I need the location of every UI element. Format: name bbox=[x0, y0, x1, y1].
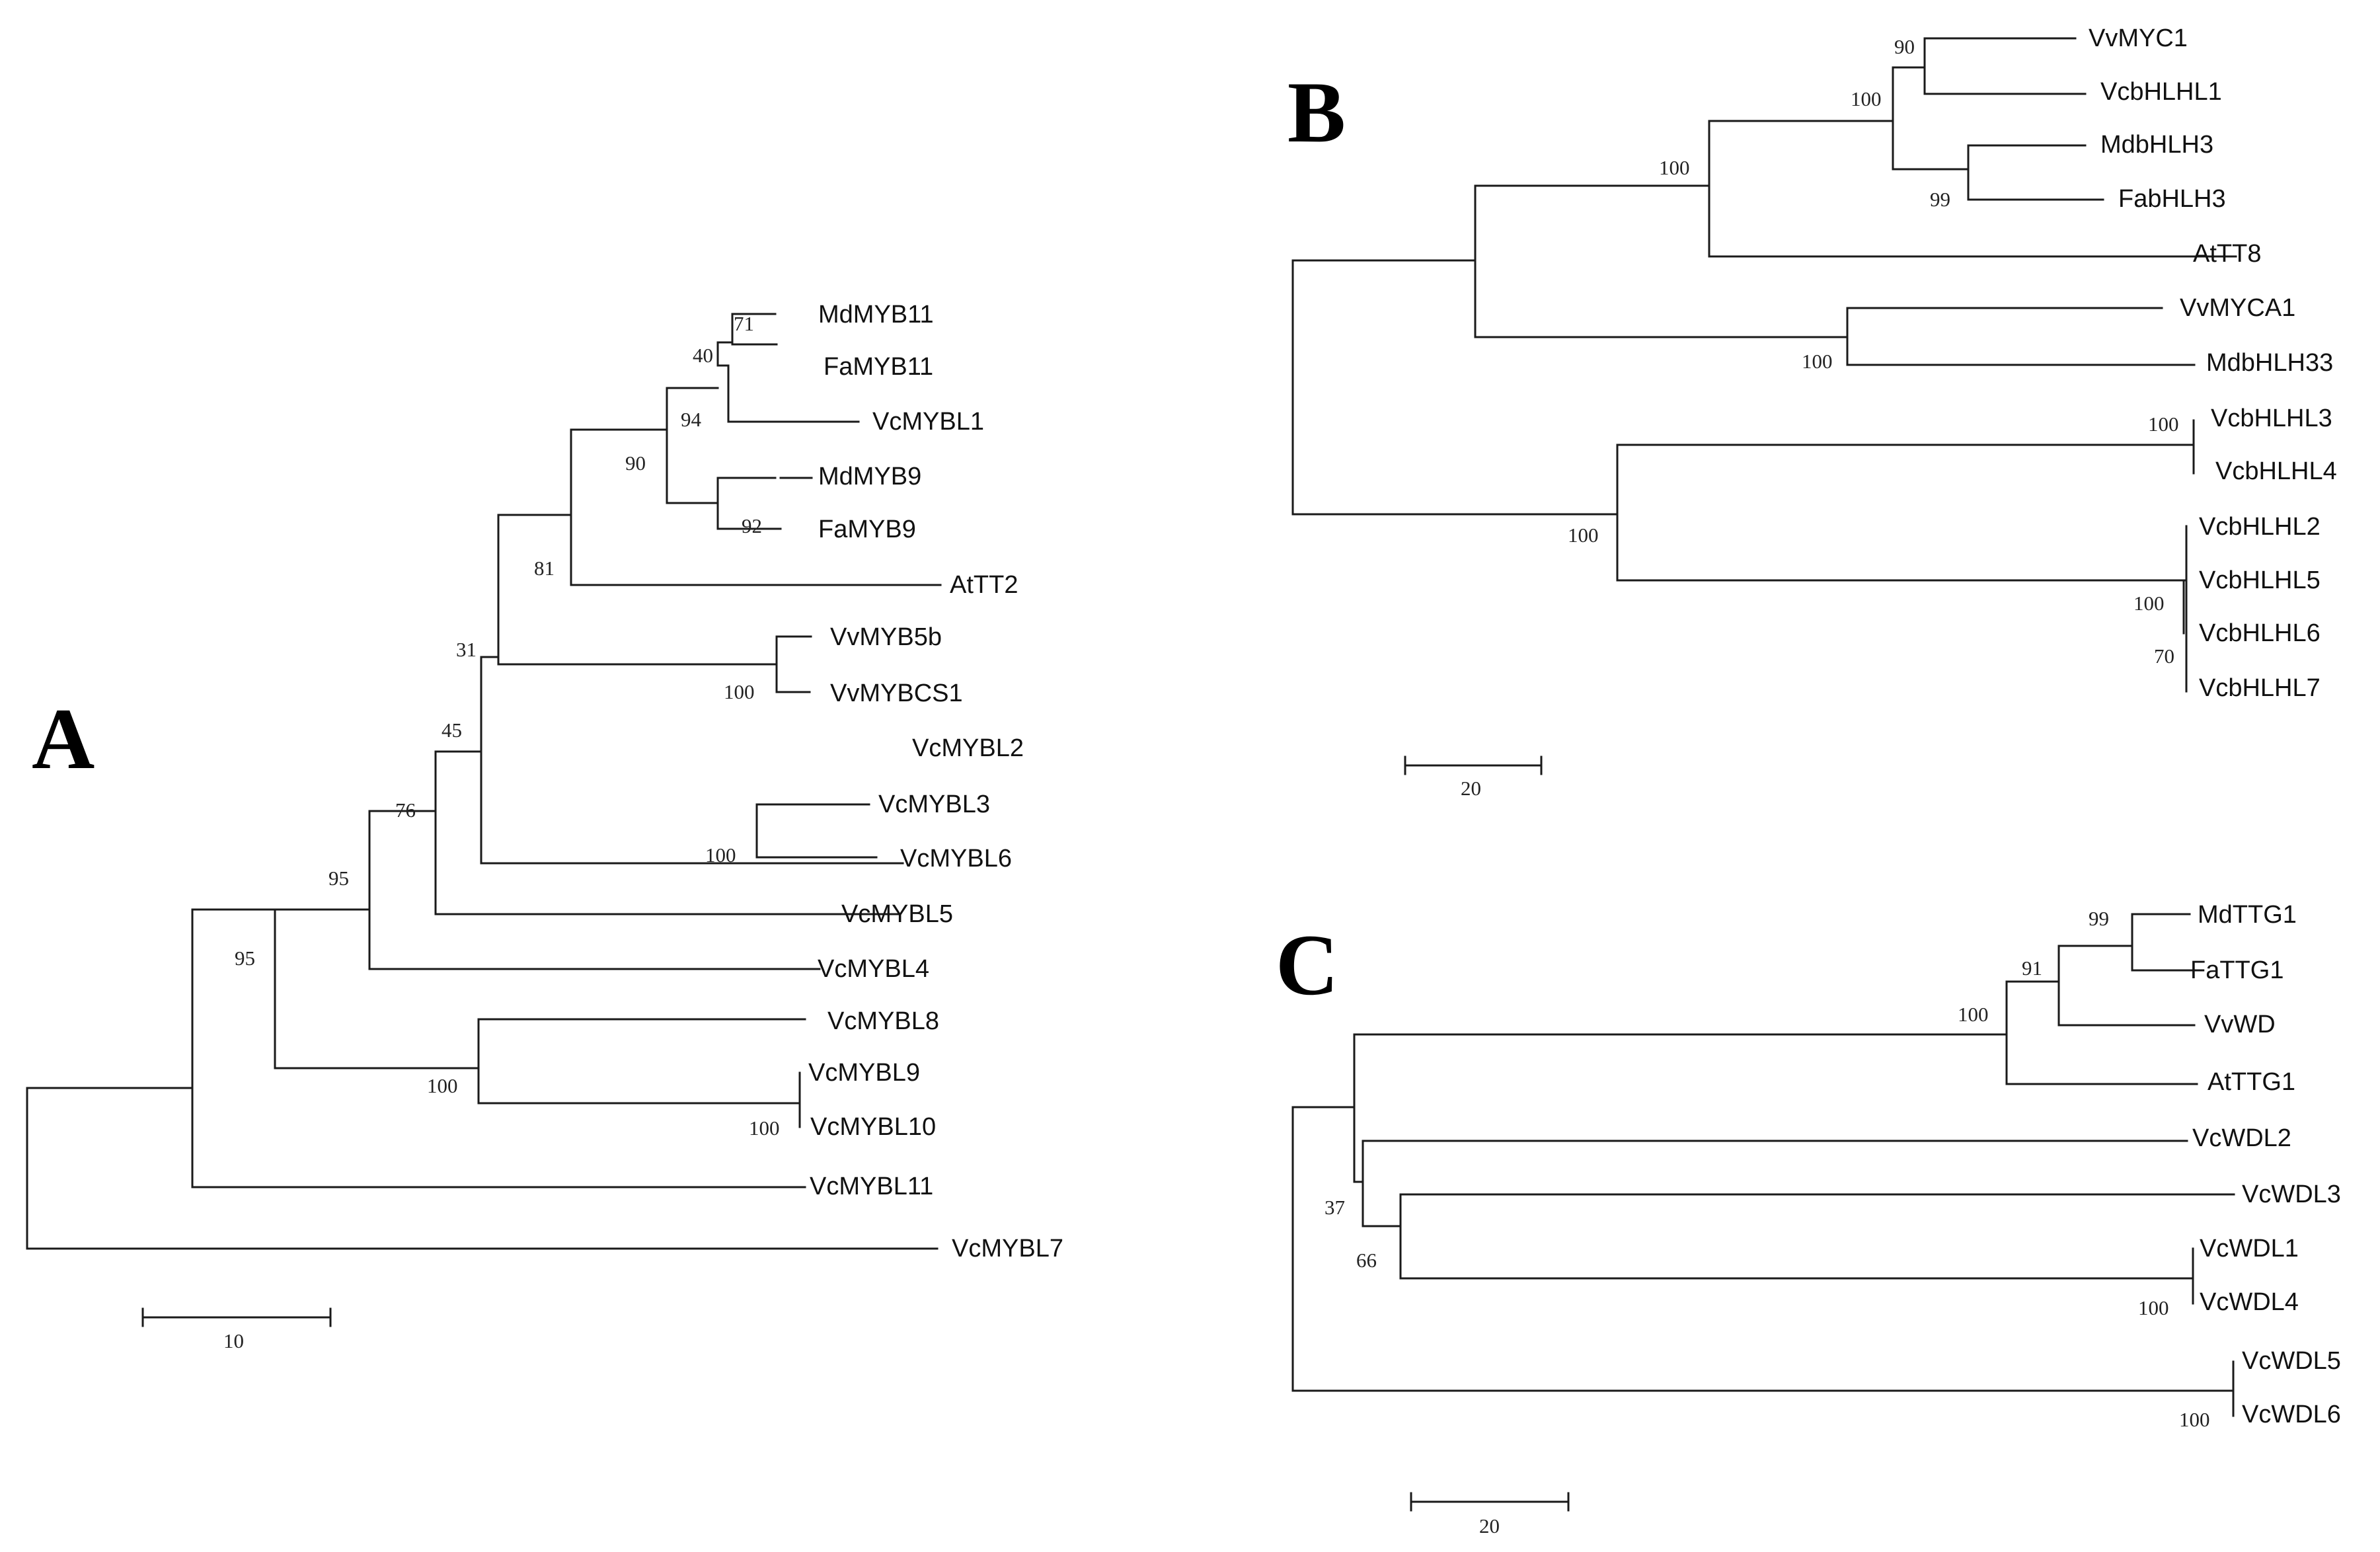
leaf-label: VcWDL1 bbox=[2200, 1235, 2299, 1262]
leaf-label: VcMYBL3 bbox=[878, 791, 990, 818]
panel-a: A bbox=[26, 301, 1063, 1352]
bootstrap-value: 95 bbox=[328, 867, 349, 890]
leaf-label: VvMYB5b bbox=[830, 623, 942, 651]
panel-b-label: B bbox=[1287, 63, 1346, 161]
leaf-label: FaMYB9 bbox=[818, 516, 916, 543]
bootstrap-value: 40 bbox=[693, 344, 713, 367]
panel-b-bootstrap-values: 90 100 99 100 100 100 100 100 70 bbox=[1568, 35, 2179, 668]
bootstrap-value: 90 bbox=[625, 451, 646, 475]
leaf-label: VcMYBL5 bbox=[841, 900, 953, 928]
leaf-label: VcbHLHL5 bbox=[2199, 566, 2321, 594]
leaf-label: VcWDL2 bbox=[2192, 1124, 2291, 1152]
leaf-label: VcMYBL2 bbox=[912, 734, 1024, 762]
leaf-label: MdTTG1 bbox=[2198, 901, 2297, 929]
bootstrap-value: 100 bbox=[724, 680, 755, 703]
leaf-label: VcMYBL10 bbox=[810, 1113, 936, 1141]
bootstrap-value: 90 bbox=[1894, 35, 1915, 58]
leaf-label: VcbHLHL6 bbox=[2199, 619, 2321, 647]
bootstrap-value: 99 bbox=[1930, 188, 1950, 211]
scale-bar-label: 10 bbox=[223, 1329, 244, 1352]
bootstrap-value: 100 bbox=[2148, 412, 2179, 436]
bootstrap-value: 76 bbox=[395, 798, 416, 822]
panel-b: B VvMYC1 VcbHLHL1 MdbHLH3 FabHLH3 AtTT8 bbox=[1287, 24, 2337, 800]
bootstrap-value: 100 bbox=[2138, 1296, 2169, 1319]
bootstrap-value: 100 bbox=[1659, 156, 1690, 179]
leaf-label: AtTT2 bbox=[950, 571, 1018, 599]
leaf-label: VcMYBL9 bbox=[808, 1059, 920, 1087]
panel-c-leaf-labels: MdTTG1 FaTTG1 VvWD AtTTG1 VcWDL2 VcWDL3 … bbox=[2190, 901, 2341, 1428]
bootstrap-value: 99 bbox=[2089, 907, 2109, 930]
leaf-label: VcWDL3 bbox=[2242, 1181, 2341, 1208]
bootstrap-value: 94 bbox=[681, 408, 702, 431]
bootstrap-value: 71 bbox=[734, 312, 754, 335]
scale-bar-label: 20 bbox=[1461, 777, 1481, 800]
leaf-label: VvWD bbox=[2204, 1011, 2276, 1038]
leaf-label: VcbHLHL2 bbox=[2199, 513, 2321, 541]
leaf-label: FabHLH3 bbox=[2118, 185, 2226, 213]
leaf-label: FaMYB11 bbox=[824, 353, 933, 381]
leaf-label: FaTTG1 bbox=[2190, 956, 2284, 984]
leaf-label: VcMYBL7 bbox=[952, 1235, 1063, 1262]
bootstrap-value: 100 bbox=[1802, 350, 1833, 373]
leaf-label: AtTTG1 bbox=[2207, 1068, 2295, 1096]
panel-a-leaf-labels: MdMYB11 FaMYB11 VcMYBL1 MdMYB9 FaMYB9 At… bbox=[808, 301, 1063, 1262]
bootstrap-value: 45 bbox=[441, 718, 462, 742]
panel-a-branches bbox=[26, 313, 942, 1327]
leaf-label: VcMYBL8 bbox=[827, 1007, 939, 1035]
leaf-label: VcMYBL11 bbox=[810, 1173, 933, 1200]
leaf-label: VcWDL6 bbox=[2242, 1401, 2341, 1428]
bootstrap-value: 100 bbox=[749, 1116, 780, 1140]
leaf-label: AtTT8 bbox=[2193, 240, 2261, 268]
leaf-label: MdbHLH33 bbox=[2206, 349, 2333, 377]
leaf-label: VcbHLHL3 bbox=[2211, 405, 2332, 432]
bootstrap-value: 95 bbox=[235, 947, 255, 970]
panel-c-bootstrap-values: 99 91 100 37 66 100 100 bbox=[1324, 907, 2210, 1431]
bootstrap-value: 100 bbox=[1851, 87, 1882, 110]
leaf-label: MdMYB11 bbox=[818, 301, 934, 329]
leaf-label: MdbHLH3 bbox=[2100, 131, 2213, 159]
panel-c-branches bbox=[1291, 913, 2235, 1512]
leaf-label: VcbHLHL7 bbox=[2199, 674, 2321, 702]
leaf-label: VvMYC1 bbox=[2089, 24, 2188, 52]
leaf-label: VcbHLHL4 bbox=[2215, 457, 2337, 485]
leaf-label: VcMYBL1 bbox=[872, 408, 984, 436]
bootstrap-value: 37 bbox=[1324, 1196, 1345, 1219]
bootstrap-value: 100 bbox=[2179, 1408, 2210, 1431]
bootstrap-value: 91 bbox=[2022, 956, 2042, 980]
leaf-label: VvMYBCS1 bbox=[830, 679, 963, 707]
leaf-label: VcbHLHL1 bbox=[2100, 78, 2222, 106]
panel-b-branches bbox=[1291, 37, 2237, 775]
bootstrap-value: 92 bbox=[742, 514, 762, 537]
scale-bar-label: 20 bbox=[1479, 1514, 1500, 1537]
bootstrap-value: 31 bbox=[456, 638, 477, 661]
panel-c: C MdTTG1 FaTTG1 VvWD AtTTG1 VcWDL2 VcWDL… bbox=[1276, 901, 2341, 1537]
bootstrap-value: 100 bbox=[2133, 592, 2165, 615]
leaf-label: MdMYB9 bbox=[818, 463, 921, 490]
bootstrap-value: 100 bbox=[1568, 524, 1599, 547]
leaf-label: VcWDL4 bbox=[2200, 1288, 2299, 1316]
bootstrap-value: 81 bbox=[534, 557, 555, 580]
leaf-label: VvMYCA1 bbox=[2180, 294, 2295, 322]
panel-b-leaf-labels: VvMYC1 VcbHLHL1 MdbHLH3 FabHLH3 AtTT8 Vv… bbox=[2089, 24, 2337, 702]
panel-a-label: A bbox=[32, 690, 95, 787]
bootstrap-value: 100 bbox=[705, 843, 736, 867]
panel-a-bootstrap-values: 71 40 94 92 90 81 100 31 45 100 76 95 95… bbox=[235, 312, 780, 1140]
bootstrap-value: 100 bbox=[1958, 1003, 1989, 1026]
bootstrap-value: 66 bbox=[1356, 1249, 1377, 1272]
bootstrap-value: 70 bbox=[2154, 644, 2174, 668]
panel-c-label: C bbox=[1276, 916, 1338, 1013]
leaf-label: VcWDL5 bbox=[2242, 1347, 2341, 1375]
leaf-label: VcMYBL6 bbox=[900, 845, 1012, 873]
leaf-label: VcMYBL4 bbox=[818, 955, 929, 983]
bootstrap-value: 100 bbox=[427, 1074, 458, 1097]
